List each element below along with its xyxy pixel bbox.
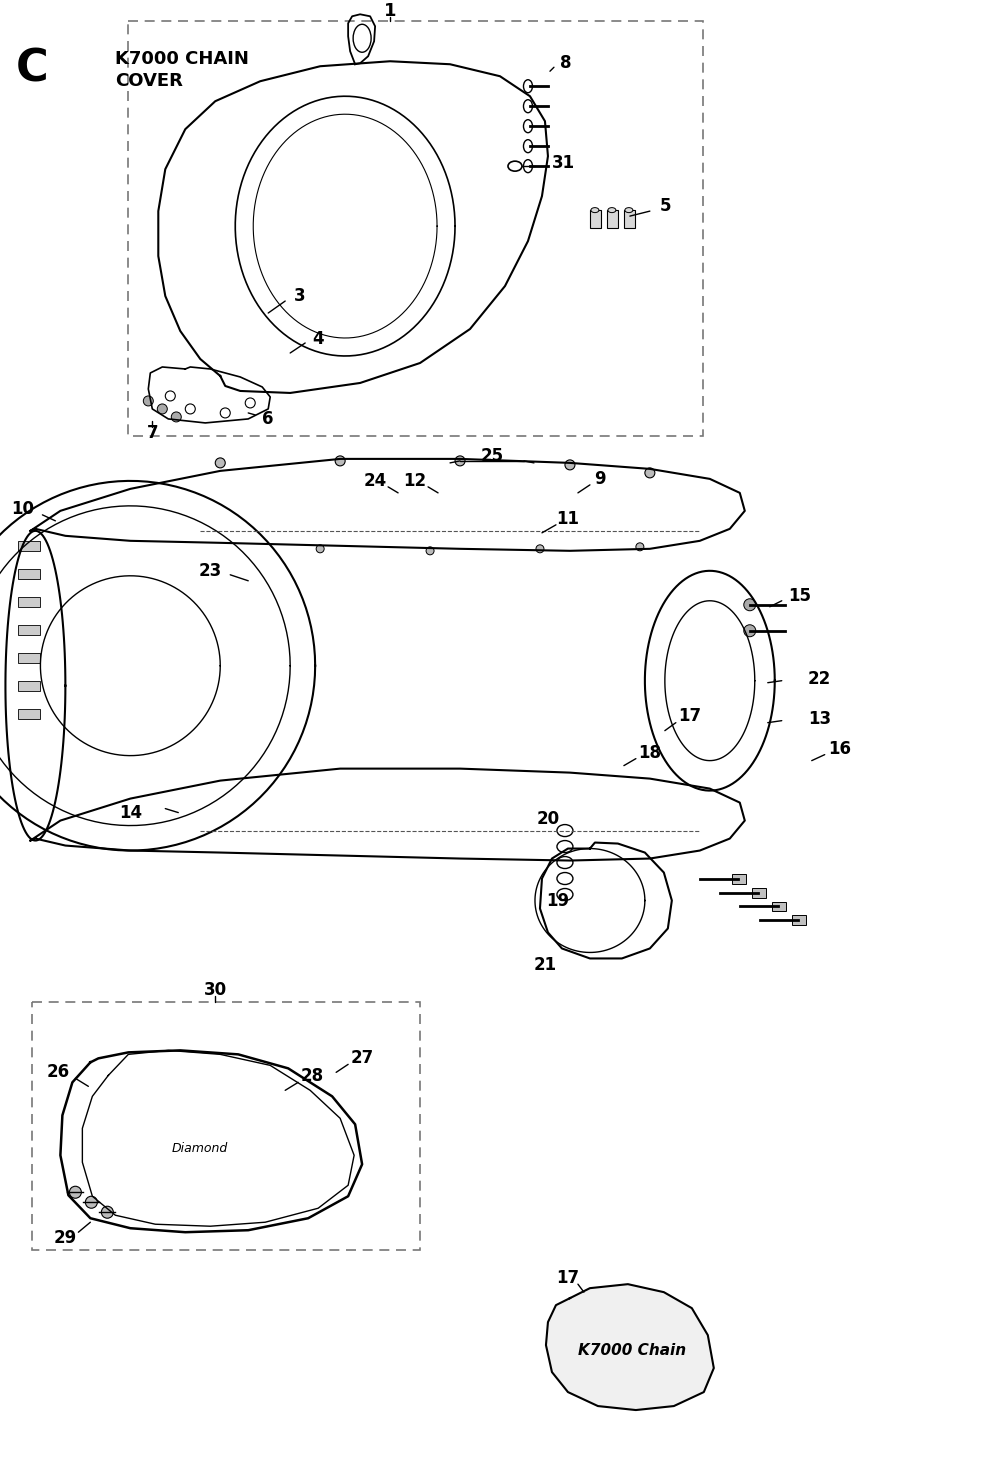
Text: 9: 9 (594, 470, 606, 488)
Text: 23: 23 (199, 562, 222, 579)
Circle shape (316, 545, 324, 553)
Text: C: C (16, 47, 49, 91)
Bar (32, 1003, 420, 1250)
Circle shape (744, 625, 756, 637)
Bar (18, 569, 40, 579)
Text: 7: 7 (146, 423, 158, 442)
Text: 27: 27 (350, 1050, 374, 1067)
Circle shape (426, 547, 434, 554)
Text: 5: 5 (660, 197, 671, 215)
Bar (792, 916, 806, 926)
Ellipse shape (608, 207, 616, 213)
Circle shape (171, 412, 181, 422)
Text: 11: 11 (556, 510, 579, 528)
Bar (772, 901, 786, 911)
Circle shape (85, 1197, 97, 1208)
Text: 1: 1 (384, 3, 396, 21)
Circle shape (565, 460, 575, 470)
Text: 10: 10 (11, 500, 34, 517)
Text: 28: 28 (301, 1067, 324, 1085)
Circle shape (744, 598, 756, 610)
Text: 6: 6 (262, 410, 274, 428)
Text: 21: 21 (533, 957, 557, 975)
Circle shape (157, 404, 167, 415)
Circle shape (335, 456, 345, 466)
Text: 8: 8 (560, 54, 571, 72)
Bar (18, 625, 40, 635)
Text: 4: 4 (312, 329, 324, 348)
Ellipse shape (625, 207, 633, 213)
Text: 16: 16 (828, 739, 851, 757)
Bar (18, 653, 40, 663)
Text: 14: 14 (119, 804, 142, 822)
Text: 24: 24 (363, 472, 387, 490)
Polygon shape (546, 1285, 714, 1410)
Text: 29: 29 (54, 1229, 77, 1247)
Text: 31: 31 (552, 154, 575, 172)
Text: 15: 15 (788, 587, 811, 604)
Text: Diamond: Diamond (172, 1142, 228, 1155)
Text: 3: 3 (294, 287, 306, 306)
Ellipse shape (591, 207, 599, 213)
Circle shape (645, 467, 655, 478)
Text: 17: 17 (556, 1269, 580, 1288)
Bar (18, 709, 40, 719)
Bar (624, 210, 635, 228)
Text: 19: 19 (546, 891, 570, 910)
Bar (607, 210, 618, 228)
Text: 22: 22 (808, 670, 831, 688)
Text: 26: 26 (47, 1063, 70, 1082)
Text: 17: 17 (678, 707, 701, 725)
Circle shape (143, 395, 153, 406)
Text: 13: 13 (808, 710, 831, 728)
Bar (18, 541, 40, 551)
Circle shape (101, 1207, 113, 1219)
Circle shape (636, 542, 644, 551)
Bar (590, 210, 601, 228)
Bar (752, 888, 766, 898)
Bar (732, 873, 746, 883)
Text: 20: 20 (536, 810, 560, 828)
Bar (18, 681, 40, 691)
Text: 18: 18 (638, 744, 661, 761)
Text: K7000 Chain: K7000 Chain (578, 1342, 686, 1358)
Text: 30: 30 (204, 982, 227, 1000)
Circle shape (215, 457, 225, 467)
Circle shape (69, 1186, 81, 1198)
Circle shape (455, 456, 465, 466)
Text: COVER: COVER (115, 72, 183, 90)
Text: 12: 12 (404, 472, 427, 490)
Bar (128, 21, 703, 437)
Circle shape (536, 545, 544, 553)
Bar (18, 597, 40, 607)
Text: K7000 CHAIN: K7000 CHAIN (115, 50, 249, 68)
Text: 25: 25 (480, 447, 504, 465)
